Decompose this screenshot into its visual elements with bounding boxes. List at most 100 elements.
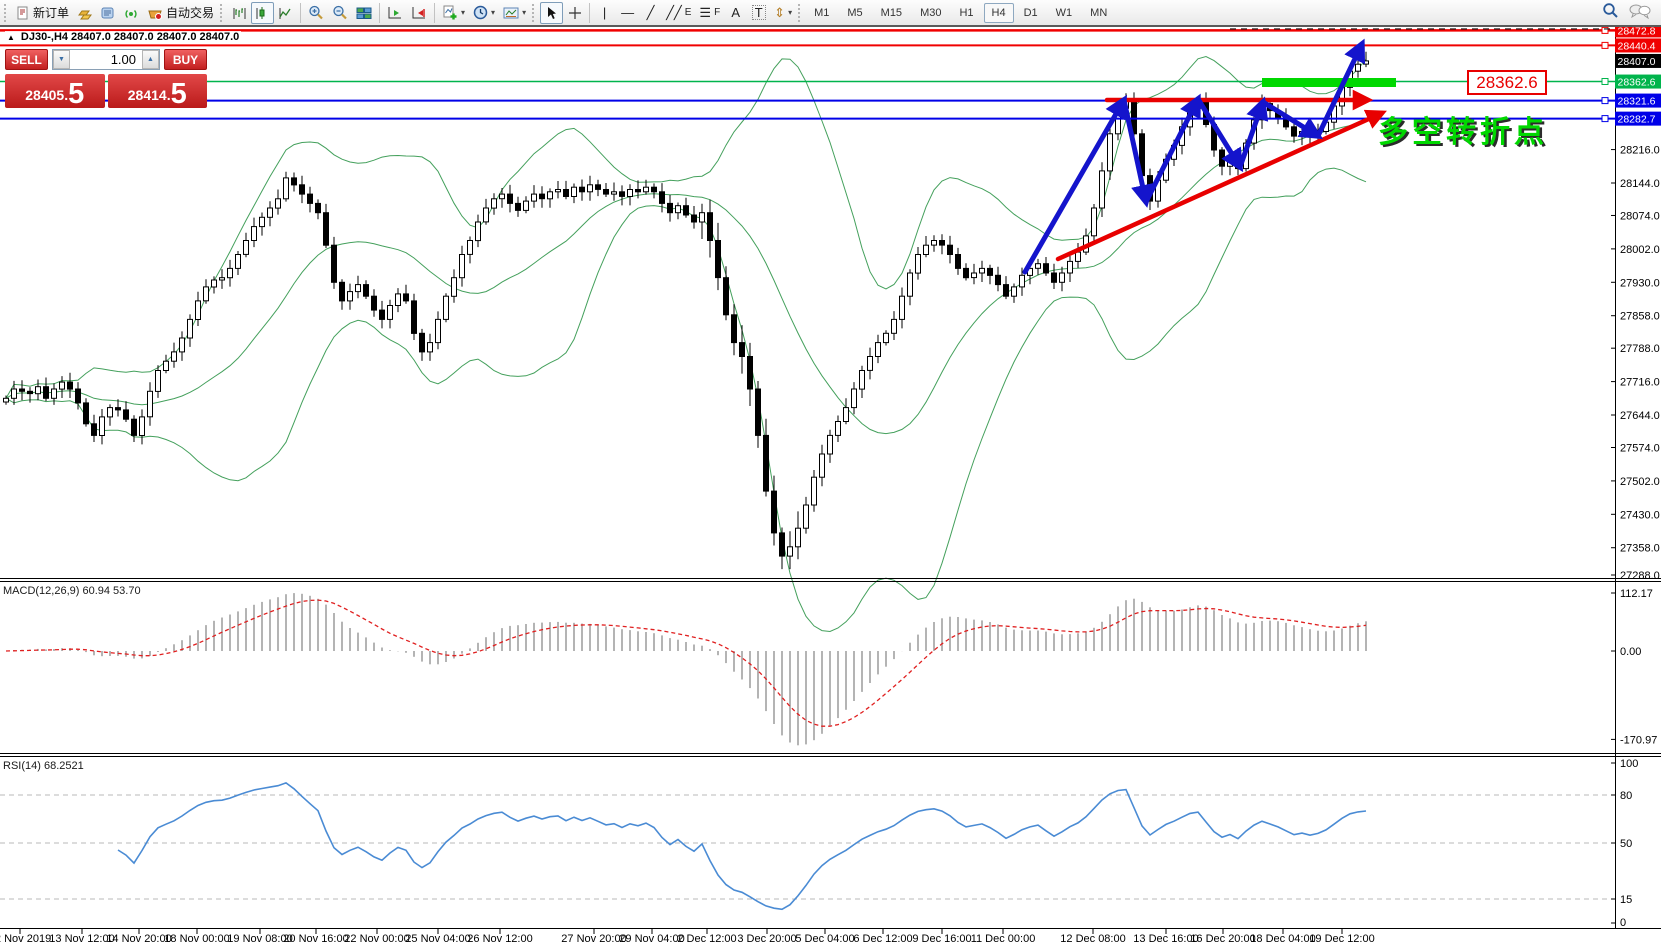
price-tick-label: 27574.0: [1620, 442, 1660, 454]
fibonacci-button[interactable]: ☰ F: [695, 2, 724, 24]
sell-button[interactable]: SELL: [5, 49, 48, 70]
indicator-axes: 112.17 0.00 -170.97 100 80 50 15 0: [1611, 588, 1657, 929]
line-chart-icon: [279, 7, 291, 19]
line-chart-button[interactable]: [274, 2, 297, 24]
news-button[interactable]: [97, 2, 120, 24]
timeframe-H1[interactable]: H1: [959, 6, 974, 19]
zoom-out-button[interactable]: [328, 2, 352, 24]
sell-price-main: 28405.: [25, 87, 69, 103]
candlestick-chart-button[interactable]: [251, 1, 275, 24]
buy-button[interactable]: BUY: [164, 49, 207, 70]
price-tag-28362[interactable]: 28362.6: [1467, 70, 1547, 95]
text-label-icon: T: [751, 5, 766, 20]
auto-trading-label: 自动交易: [166, 6, 215, 20]
red-arrow-objects[interactable]: [1055, 89, 1387, 262]
signal-button[interactable]: [120, 2, 143, 24]
macd-label: MACD(12,26,9) 60.94 53.70: [3, 585, 141, 597]
text-label-button[interactable]: T: [747, 2, 770, 24]
timeframe-M5[interactable]: M5: [847, 6, 863, 19]
collapse-arrow-icon[interactable]: ▲: [7, 32, 15, 42]
arrows-icon: ⇕: [774, 5, 786, 20]
horizontal-line-icon: —: [621, 5, 635, 20]
zoom-in-icon: [309, 5, 323, 20]
time-label: 12 Dec 08:00: [1060, 933, 1125, 945]
time-label: 6 Dec 12:00: [853, 933, 912, 945]
volume-up-button[interactable]: ▲: [142, 50, 159, 69]
crosshair-button[interactable]: [563, 2, 586, 24]
timeframe-MN[interactable]: MN: [1090, 6, 1108, 19]
signal-icon: [125, 9, 137, 18]
timeframe-M15[interactable]: M15: [880, 6, 903, 19]
time-label: 14 Nov 20:00: [106, 933, 171, 945]
trendline-button[interactable]: ╱: [639, 2, 662, 24]
toolbar-grip[interactable]: [220, 3, 225, 22]
toolbar-grip[interactable]: [4, 3, 9, 22]
quote-title[interactable]: ▲ DJ30-,H4 28407.0 28407.0 28407.0 28407…: [5, 31, 242, 43]
buy-price-display[interactable]: 28414. 5: [107, 74, 207, 108]
chart-shift-button[interactable]: [407, 2, 431, 24]
periods-button[interactable]: ▾: [469, 2, 499, 24]
price-marker-labels: 28472.8 28440.4 28407.0 28362.6 28321.6 28282…: [1615, 23, 1661, 126]
templates-icon: [503, 7, 519, 18]
blue-zigzag-arrows[interactable]: [1022, 38, 1366, 275]
cursor-button[interactable]: [540, 1, 564, 24]
time-label: 26 Nov 12:00: [467, 933, 532, 945]
time-label: 27 Nov 20:00: [561, 933, 626, 945]
channel-button[interactable]: ╱╱ E: [662, 2, 695, 24]
auto-scroll-button[interactable]: [383, 2, 407, 24]
new-order-button[interactable]: 新订单: [12, 2, 73, 24]
horizontal-line-button[interactable]: —: [616, 2, 639, 24]
rsi-indicator: [0, 782, 1615, 911]
time-label: 22 Nov 00:00: [344, 933, 409, 945]
templates-button[interactable]: ▾: [499, 2, 530, 24]
price-axis[interactable]: 28216.0 28144.0 28074.0 28002.0 27930.0 27858…: [1611, 145, 1660, 582]
timeframe-group: M1 M5 M15 M30 H1 H4 D1 W1 MN: [806, 2, 1115, 23]
volume-down-button[interactable]: ▼: [53, 50, 70, 69]
bar-chart-button[interactable]: [228, 2, 251, 24]
toolbar-grip[interactable]: [798, 3, 803, 22]
indicators-button[interactable]: ▾: [438, 2, 469, 24]
timeframe-H4[interactable]: H4: [983, 2, 1014, 23]
horizontal-line-objects[interactable]: [0, 26, 1615, 123]
price-tick-label: 28002.0: [1620, 244, 1660, 256]
auto-trading-icon: [148, 10, 163, 20]
new-order-label: 新订单: [33, 6, 70, 20]
arrows-button[interactable]: ⇕ ▾: [770, 2, 796, 24]
vertical-line-button[interactable]: |: [593, 2, 616, 24]
volume-input[interactable]: 1.00: [110, 52, 136, 67]
chat-icon[interactable]: [1629, 3, 1651, 19]
tile-windows-button[interactable]: [352, 2, 376, 24]
rsi-axis-label: 50: [1620, 838, 1632, 850]
timeframe-M1[interactable]: M1: [814, 6, 830, 19]
price-tick-label: 27930.0: [1620, 277, 1660, 289]
toolbar: 新订单 自动交易: [0, 0, 1661, 27]
green-zone-bar[interactable]: [1262, 78, 1396, 87]
time-label: 25 Nov 04:00: [405, 933, 470, 945]
price-tick-label: 27644.0: [1620, 410, 1660, 422]
timeframe-W1[interactable]: W1: [1055, 6, 1073, 19]
price-tick-label: 28074.0: [1620, 210, 1660, 222]
chart-shift-icon: [412, 6, 426, 18]
sell-price-display[interactable]: 28405. 5: [5, 74, 105, 108]
price-tick-label: 27502.0: [1620, 476, 1660, 488]
news-icon: [101, 7, 114, 18]
gold-button[interactable]: [73, 2, 97, 24]
fibonacci-f-label: F: [714, 6, 721, 18]
time-label: 11 Dec 00:00: [971, 933, 1036, 945]
svg-text:多空转折点: 多空转折点: [1378, 115, 1548, 150]
zoom-in-button[interactable]: [304, 2, 328, 24]
time-label: 3 Dec 20:00: [737, 933, 796, 945]
gold-bars-icon: [78, 10, 93, 19]
search-icon[interactable]: [1602, 2, 1619, 19]
auto-trading-button[interactable]: 自动交易: [143, 2, 218, 24]
channel-icon: ╱╱: [666, 5, 682, 20]
svg-text:多空转折点: 多空转折点: [1381, 117, 1551, 152]
crosshair-icon: [568, 6, 581, 19]
timeframe-D1[interactable]: D1: [1023, 6, 1038, 19]
timeframe-M30[interactable]: M30: [920, 6, 942, 19]
text-button[interactable]: A: [724, 2, 747, 24]
toolbar-grip[interactable]: [532, 3, 537, 22]
